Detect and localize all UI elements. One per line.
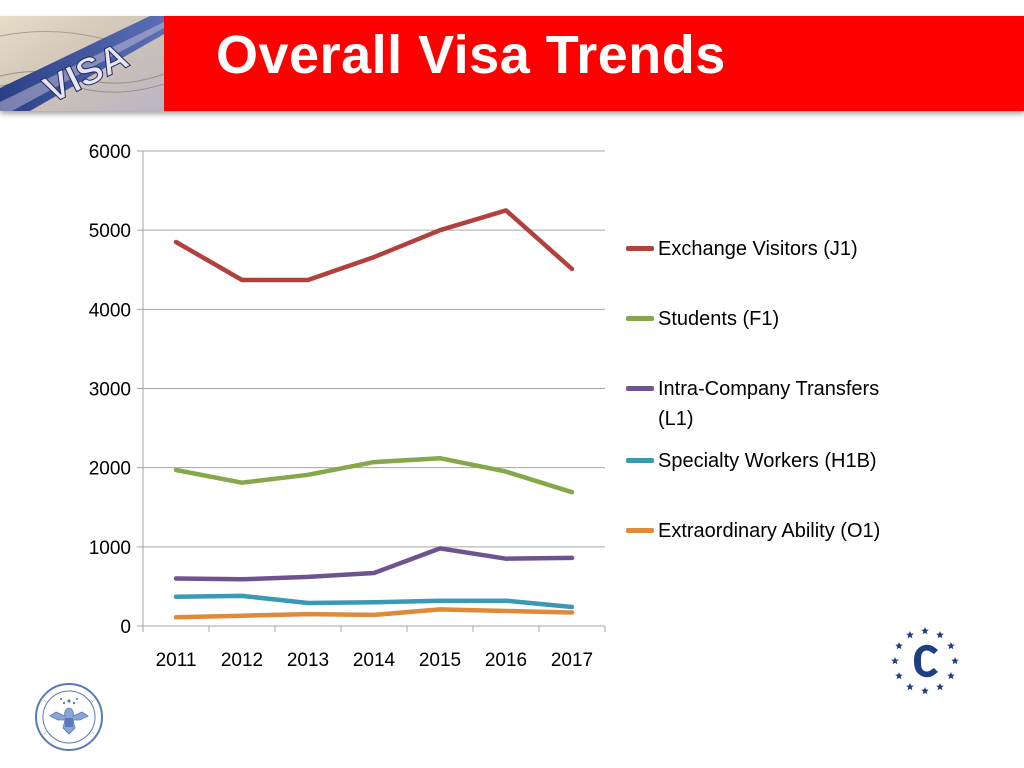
slide-title: Overall Visa Trends	[216, 25, 726, 85]
series-line-exchange-visitors-j1	[173, 208, 575, 283]
x-tick-label: 2012	[221, 650, 263, 671]
y-tick-label: 4000	[89, 300, 131, 321]
y-tick-label: 5000	[89, 221, 131, 242]
y-tick-label: 6000	[89, 142, 131, 163]
logo-star	[906, 682, 914, 691]
series-line-intra-company-transfers-l1	[173, 546, 575, 582]
legend-item: Specialty Workers (H1B)	[624, 442, 924, 492]
legend-label: Students (F1)	[658, 308, 780, 330]
y-tick-label: 0	[120, 617, 131, 638]
legend-item: Extraordinary Ability (O1)	[624, 512, 924, 562]
legend-item: Intra-Company Transfers (L1)	[624, 370, 924, 430]
legend-swatch	[626, 316, 654, 321]
logo-star	[895, 672, 903, 680]
series-line-extraordinary-ability-o1	[173, 607, 575, 620]
chart-gridlines	[143, 150, 605, 548]
y-axis-tick-labels: 0 1000 2000 3000 4000 5000 6000	[89, 142, 131, 638]
legend-swatch	[626, 528, 654, 533]
legend-label: Specialty Workers (H1B)	[658, 450, 877, 472]
legend-swatch	[626, 246, 654, 251]
logo-star	[906, 631, 914, 639]
state-department-seal-icon	[35, 683, 103, 751]
logo-star	[947, 642, 955, 650]
title-bar: Overall Visa Trends	[164, 16, 1024, 111]
logo-star	[891, 657, 899, 665]
x-tick-label: 2013	[287, 650, 329, 671]
x-axis-tick-labels: 2011 2012 2013 2014 2015 2016 2017	[156, 650, 594, 671]
x-tick-label: 2015	[419, 650, 461, 671]
y-tick-label: 2000	[89, 459, 131, 480]
logo-star	[921, 627, 929, 635]
chart-axes	[137, 150, 606, 632]
series-line-specialty-workers-h1b	[173, 593, 575, 610]
logo-star	[936, 682, 944, 691]
x-tick-label: 2017	[551, 650, 593, 671]
x-tick-label: 2014	[353, 650, 396, 671]
y-tick-label: 1000	[89, 538, 131, 559]
slide-header: VISA Overall Visa Trends	[0, 16, 1024, 111]
legend-swatch	[626, 386, 654, 391]
logo-star	[921, 687, 929, 695]
logo-star	[895, 642, 903, 650]
logo-star	[951, 657, 959, 665]
x-tick-label: 2011	[156, 650, 197, 671]
logo-star	[936, 631, 944, 639]
legend-label: Extraordinary Ability (O1)	[658, 520, 881, 542]
legend-swatch	[626, 458, 654, 463]
legend-label: Intra-Company Transfers (L1)	[658, 378, 880, 430]
x-tick-label: 2016	[485, 650, 527, 671]
logo-star	[947, 672, 955, 680]
visa-document-icon: VISA	[0, 16, 164, 111]
legend-label: Exchange Visitors (J1)	[658, 238, 858, 260]
chart-series	[173, 208, 575, 620]
y-tick-label: 3000	[89, 380, 131, 401]
stars-circle-c-logo-icon	[891, 627, 959, 695]
legend-item: Students (F1)	[624, 300, 924, 350]
legend-item: Exchange Visitors (J1)	[624, 230, 924, 280]
series-line-students-f1	[173, 455, 575, 495]
